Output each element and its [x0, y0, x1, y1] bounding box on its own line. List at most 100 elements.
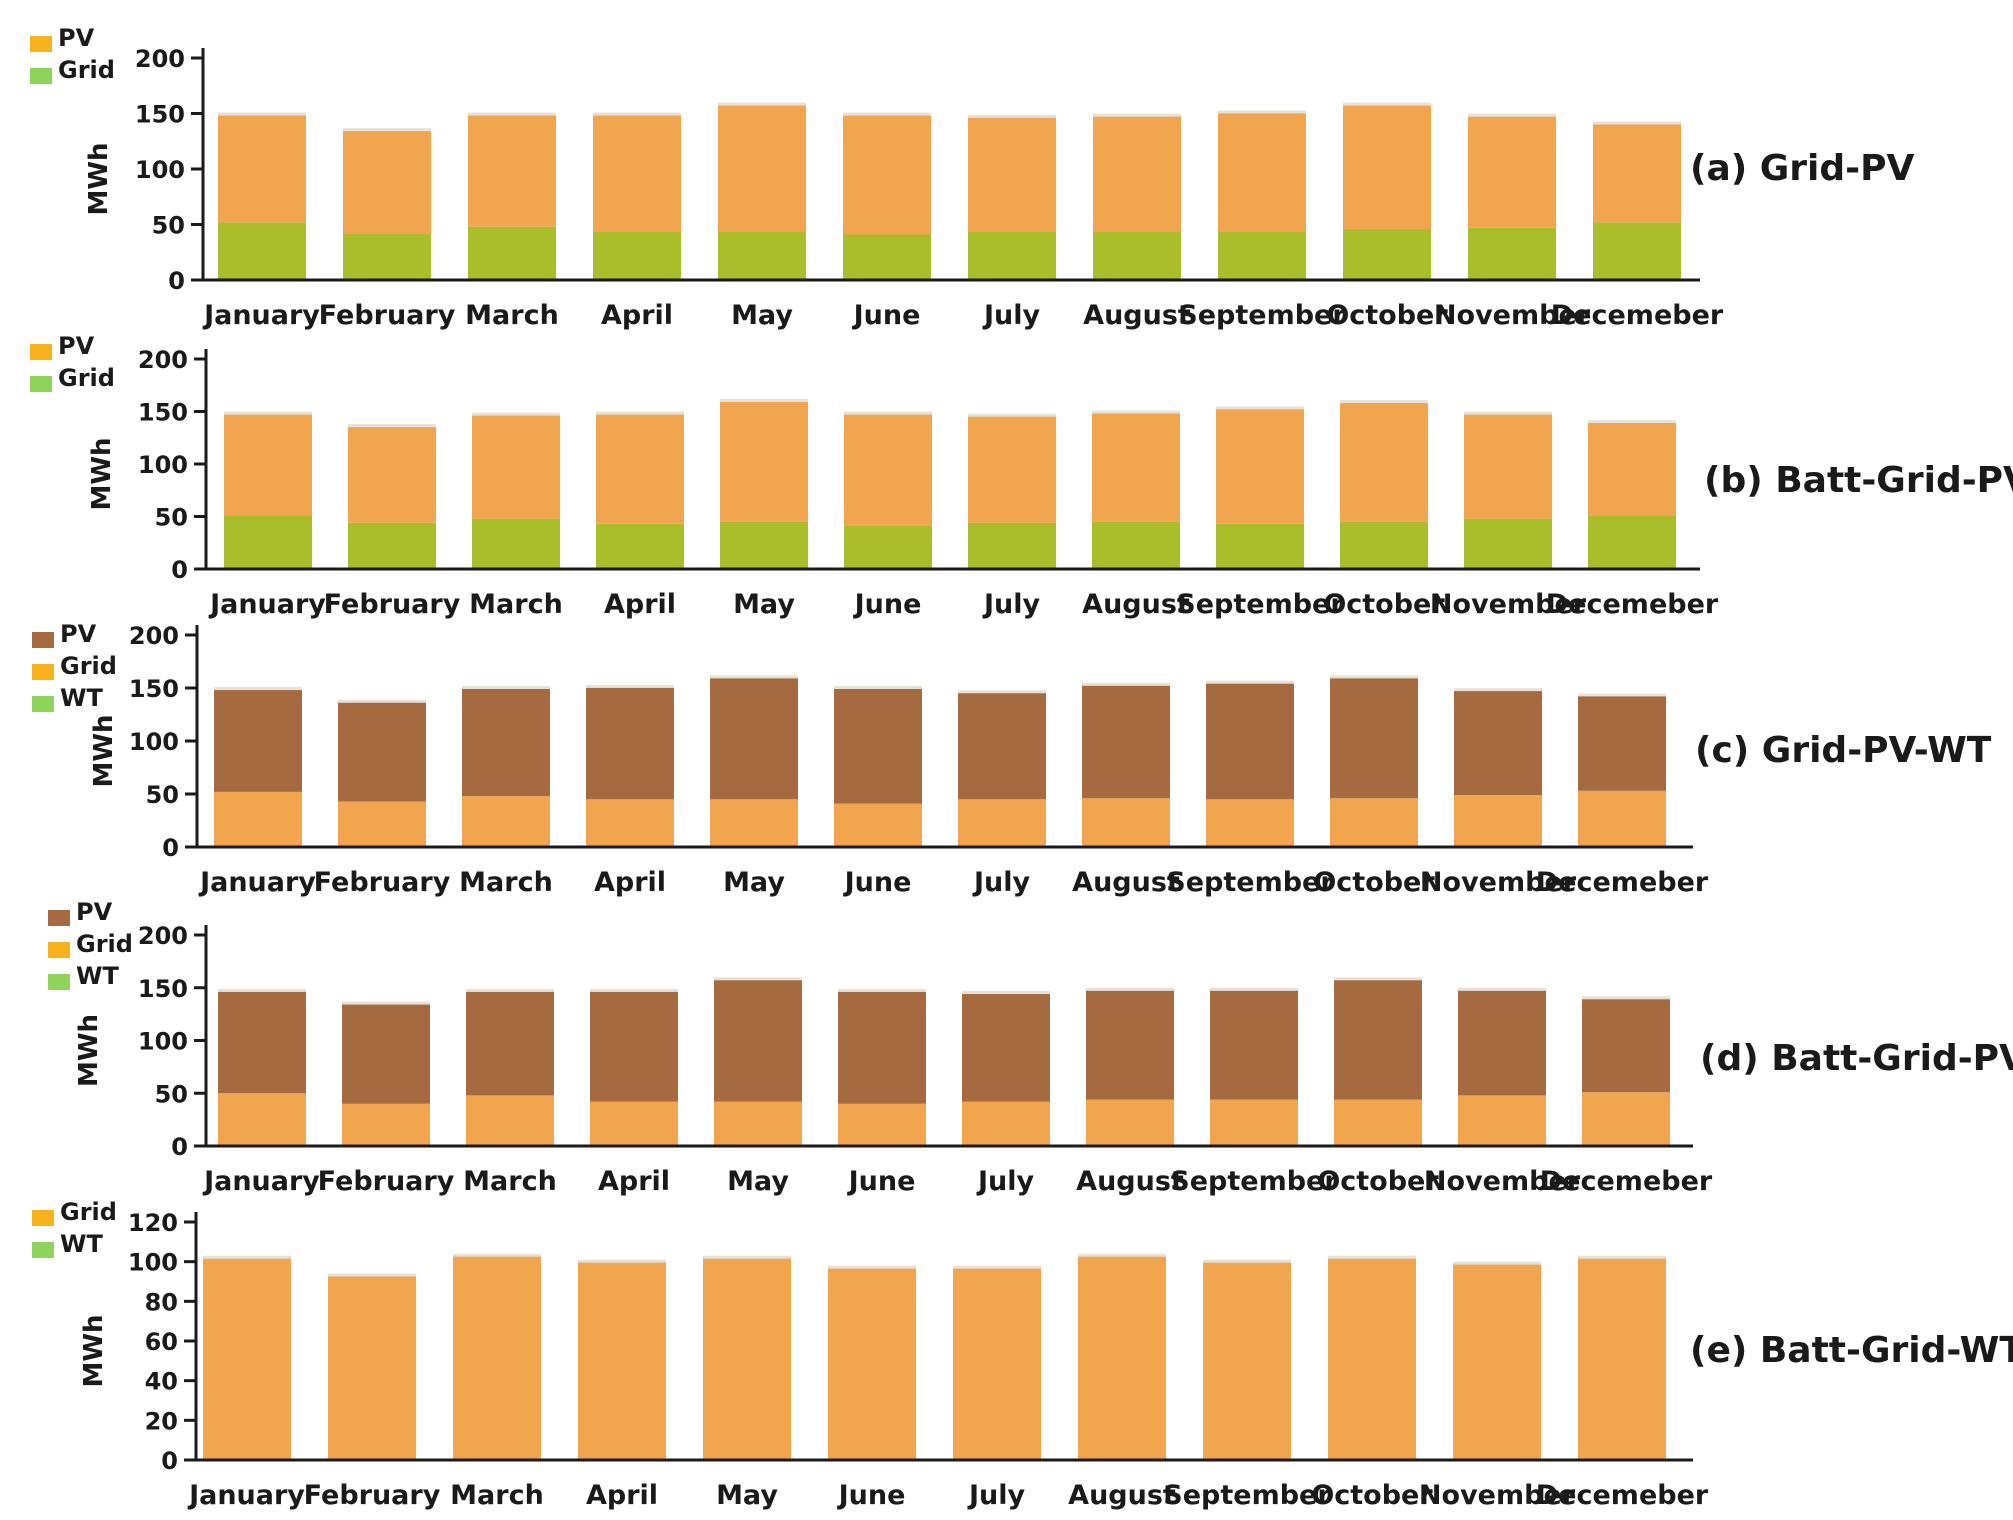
- bar-top-edge: [343, 128, 431, 132]
- x-tick-label: March: [450, 1480, 544, 1511]
- legend-label-grid: Grid: [76, 930, 133, 958]
- x-tick-label: July: [972, 867, 1031, 898]
- bar-grid-may: [720, 521, 808, 569]
- bar-top-edge: [703, 1255, 791, 1259]
- chart-panel-grid-pv-wt: January February March April May June July Augu…: [0, 616, 2013, 906]
- bar-pv-february: [343, 130, 431, 234]
- bar-top-edge: [843, 112, 931, 116]
- bar-top-edge: [342, 1001, 430, 1005]
- bar-grid-february: [343, 233, 431, 280]
- bar-pv-decemeber: [1582, 998, 1670, 1093]
- x-tick-label: February: [319, 300, 456, 331]
- bar-grid-may: [703, 1257, 791, 1460]
- bar-pv-october: [1330, 677, 1418, 799]
- y-tick-label: 150: [129, 675, 179, 703]
- bar-grid-july: [958, 799, 1046, 847]
- chart-panel-grid-pv: January February March April May June July Augu…: [0, 20, 2013, 340]
- bar-grid-march: [472, 518, 560, 569]
- legend-swatch-wt: [32, 696, 54, 712]
- x-tick-label: August: [1072, 867, 1180, 898]
- legend-label-grid: Grid: [58, 364, 115, 392]
- x-tick-label: November: [1424, 1166, 1581, 1197]
- bar-top-edge: [1210, 987, 1298, 991]
- chart-caption: (a) Grid-PV: [1690, 148, 1914, 189]
- x-tick-label: June: [837, 1480, 906, 1511]
- legend-label-grid: Grid: [58, 56, 115, 84]
- bar-top-edge: [590, 988, 678, 992]
- bar-pv-april: [590, 990, 678, 1102]
- y-tick-label: 0: [168, 267, 185, 295]
- bar-pv-may: [714, 979, 802, 1102]
- chart-caption: (e) Batt-Grid-WT: [1690, 1330, 2013, 1371]
- bar-grid-june: [843, 234, 931, 280]
- bar-grid-may: [718, 231, 806, 280]
- x-tick-label: January: [202, 300, 320, 331]
- x-tick-label: June: [853, 589, 922, 620]
- bar-grid-decemeber: [1593, 222, 1681, 280]
- bar-grid-july: [953, 1267, 1041, 1460]
- bar-top-edge: [962, 991, 1050, 995]
- bar-top-edge: [1206, 680, 1294, 684]
- bar-pv-july: [968, 116, 1056, 232]
- legend-label-grid: Grid: [60, 1198, 117, 1226]
- bar-top-edge: [214, 687, 302, 691]
- bar-pv-september: [1218, 112, 1306, 232]
- y-tick-label: 60: [145, 1328, 178, 1356]
- bar-grid-july: [968, 231, 1056, 280]
- y-tick-label: 0: [161, 1447, 178, 1475]
- bar-grid-october: [1334, 1099, 1422, 1146]
- y-tick-label: 0: [171, 556, 188, 584]
- x-tick-label: March: [459, 867, 553, 898]
- x-tick-label: May: [731, 300, 793, 331]
- bar-grid-january: [214, 791, 302, 847]
- bar-top-edge: [838, 988, 926, 992]
- x-tick-label: August: [1083, 300, 1191, 331]
- bar-top-edge: [1453, 1261, 1541, 1265]
- legend-swatch-grid: [32, 664, 54, 680]
- x-tick-label: September: [1176, 589, 1344, 620]
- bar-pv-march: [468, 114, 556, 227]
- bar-top-edge: [968, 413, 1056, 417]
- x-tick-label: March: [465, 300, 559, 331]
- bar-grid-september: [1203, 1261, 1291, 1460]
- bar-top-edge: [953, 1265, 1041, 1269]
- bar-grid-february: [328, 1275, 416, 1460]
- legend-label-pv: PV: [58, 24, 95, 52]
- legend-swatch-grid: [48, 942, 70, 958]
- bar-top-edge: [328, 1273, 416, 1277]
- legend-swatch-grid: [30, 376, 52, 392]
- bar-grid-september: [1216, 523, 1304, 569]
- legend-swatch-pv: [30, 344, 52, 360]
- bar-top-edge: [462, 686, 550, 689]
- bar-top-edge: [1454, 688, 1542, 692]
- bar-top-edge: [1092, 410, 1180, 414]
- bar-pv-november: [1454, 690, 1542, 796]
- bar-grid-may: [710, 799, 798, 847]
- y-tick-label: 50: [155, 504, 188, 532]
- legend-swatch-grid: [30, 68, 52, 84]
- x-tick-label: November: [1420, 867, 1577, 898]
- bar-top-edge: [1203, 1259, 1291, 1263]
- bar-top-edge: [834, 686, 922, 689]
- bar-pv-may: [718, 104, 806, 232]
- bar-grid-september: [1218, 231, 1306, 280]
- bar-pv-august: [1082, 684, 1170, 799]
- x-tick-label: October: [1323, 589, 1445, 620]
- bar-pv-april: [593, 114, 681, 232]
- bar-pv-february: [342, 1003, 430, 1104]
- bar-top-edge: [1334, 977, 1422, 981]
- bar-top-edge: [1593, 121, 1681, 125]
- y-tick-label: 100: [129, 728, 179, 756]
- bar-top-edge: [844, 411, 932, 415]
- x-tick-label: Decemeber: [1536, 1480, 1709, 1511]
- bar-top-edge: [578, 1259, 666, 1263]
- x-tick-label: October: [1326, 300, 1448, 331]
- legend-swatch-wt: [48, 974, 70, 990]
- bar-grid-october: [1330, 798, 1418, 847]
- bar-grid-march: [468, 226, 556, 280]
- bar-grid-october: [1343, 228, 1431, 280]
- bar-pv-august: [1093, 115, 1181, 232]
- bar-pv-june: [843, 114, 931, 235]
- bar-top-edge: [218, 112, 306, 116]
